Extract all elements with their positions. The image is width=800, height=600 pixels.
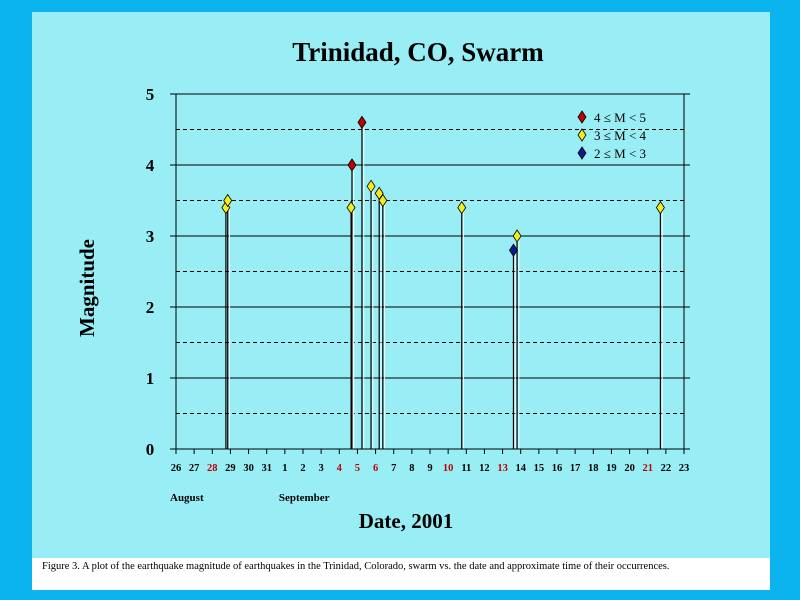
gridlines: [176, 129, 684, 414]
y-tick-label: 5: [146, 85, 155, 104]
event-marker: [378, 193, 388, 208]
x-tick-label: 21: [642, 463, 653, 474]
y-tick-label: 0: [146, 440, 155, 459]
x-tick-label: 6: [373, 463, 378, 474]
x-tick-label: 27: [189, 463, 200, 474]
event-marker: [347, 158, 357, 172]
y-axis-label: Magnitude: [75, 239, 99, 337]
chart-title: Trinidad, CO, Swarm: [292, 37, 544, 67]
y-tick-label: 3: [146, 227, 155, 246]
x-tick-label: 19: [606, 463, 617, 474]
x-tick-label: 16: [552, 463, 563, 474]
x-tick-label: 20: [624, 463, 635, 474]
x-tick-label: 9: [427, 463, 432, 474]
x-axis-label: Date, 2001: [359, 509, 453, 533]
y-tick-label: 1: [146, 369, 155, 388]
y-tick-label: 2: [146, 298, 155, 317]
x-tick-label: 31: [261, 463, 272, 474]
event-markers: [221, 115, 665, 257]
x-tick-label: 30: [243, 463, 254, 474]
x-tick-label: 28: [207, 463, 218, 474]
figure-frame: Trinidad, CO, Swarm Magnitude Date, 2001…: [32, 12, 770, 590]
x-tick-label: 1: [282, 463, 287, 474]
x-tick-label: 2: [300, 463, 305, 474]
x-tick-label: 5: [355, 463, 360, 474]
legend-marker: [577, 146, 587, 160]
event-marker: [512, 229, 522, 243]
x-tick-label: 15: [534, 463, 545, 474]
y-axis-ticks: 0 1 2 3 4 5: [146, 85, 690, 459]
x-tick-label: 23: [679, 463, 690, 474]
x-tick-label: 13: [497, 463, 508, 474]
x-tick-label: 26: [171, 463, 182, 474]
x-tick-label: 11: [461, 463, 471, 474]
x-tick-label: 7: [391, 463, 396, 474]
event-stems: [225, 122, 663, 449]
y-tick-label: 4: [146, 156, 155, 175]
x-axis-ticks: 26 27 28 29 30 31 1 2 3 4 5 6 7 8 9 10 11 12 13 14 15 16 17 18 1…: [171, 449, 690, 474]
x-tick-label: 3: [319, 463, 324, 474]
x-tick-label: 12: [479, 463, 490, 474]
event-marker: [346, 200, 356, 215]
figure-caption: Figure 3. A plot of the earthquake magni…: [42, 561, 670, 572]
earthquake-magnitude-chart: Trinidad, CO, Swarm Magnitude Date, 2001…: [75, 37, 690, 533]
x-tick-label: 17: [570, 463, 581, 474]
month-label: September: [279, 492, 330, 504]
legend: 4 ≤ M < 5 3 ≤ M < 4 2 ≤ M < 3: [577, 110, 647, 161]
legend-label: 4 ≤ M < 5: [594, 110, 646, 125]
legend-label: 2 ≤ M < 3: [594, 146, 646, 161]
event-marker: [655, 200, 665, 215]
event-marker: [457, 200, 467, 215]
x-tick-label: 8: [409, 463, 414, 474]
event-marker: [357, 115, 367, 130]
event-marker: [366, 179, 376, 194]
x-tick-label: 4: [337, 463, 343, 474]
plot-panel: Trinidad, CO, Swarm Magnitude Date, 2001…: [32, 12, 770, 558]
event-marker: [223, 193, 233, 208]
x-tick-label: 10: [443, 463, 454, 474]
month-label: August: [170, 492, 204, 504]
x-tick-label: 22: [661, 463, 672, 474]
x-tick-label: 29: [225, 463, 236, 474]
legend-marker: [577, 128, 587, 142]
month-labels: August September: [170, 492, 330, 504]
x-tick-label: 14: [515, 463, 526, 474]
legend-marker: [577, 110, 587, 124]
legend-label: 3 ≤ M < 4: [594, 128, 647, 143]
x-tick-label: 18: [588, 463, 599, 474]
event-marker: [508, 243, 518, 257]
